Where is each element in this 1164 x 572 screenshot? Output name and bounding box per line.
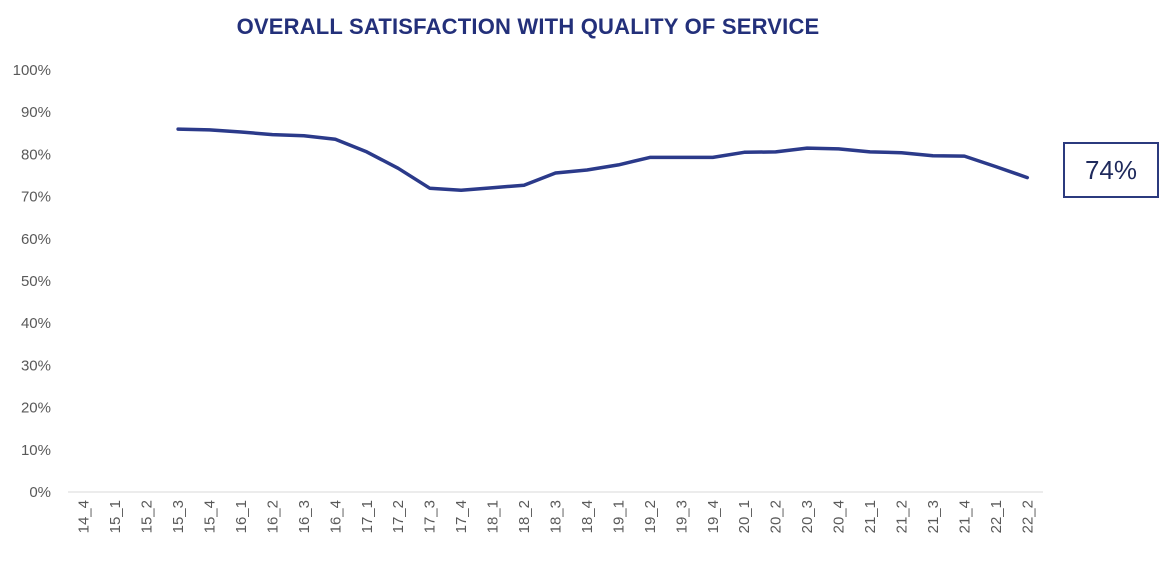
y-axis-tick-labels: 0% 10% 20% 30% 40% 50% 60% 70% 80% 90% 100% <box>13 62 51 501</box>
x-tick-label: 20_4 <box>831 500 848 533</box>
y-tick-label: 60% <box>21 231 51 248</box>
x-tick-label: 18_4 <box>579 500 596 533</box>
latest-value-callout: 74% <box>1063 142 1159 198</box>
y-tick-label: 50% <box>21 273 51 290</box>
series-line <box>176 127 1030 193</box>
x-tick-label: 16_1 <box>233 500 250 533</box>
y-tick-label: 70% <box>21 189 51 206</box>
y-tick-label: 90% <box>21 104 51 121</box>
x-tick-label: 14_4 <box>76 500 93 533</box>
y-tick-label: 30% <box>21 357 51 374</box>
x-tick-label: 17_1 <box>359 500 376 533</box>
x-tick-label: 20_2 <box>768 500 785 533</box>
x-tick-label: 15_1 <box>107 500 124 533</box>
x-tick-label: 22_1 <box>988 500 1005 533</box>
x-tick-label: 16_2 <box>264 500 281 533</box>
x-tick-label: 21_4 <box>956 500 973 533</box>
x-tick-label: 20_3 <box>799 500 816 533</box>
x-tick-label: 19_3 <box>673 500 690 533</box>
x-tick-label: 15_3 <box>170 500 187 533</box>
x-tick-label: 17_4 <box>453 500 470 533</box>
x-tick-label: 15_4 <box>202 500 219 533</box>
x-tick-label: 18_1 <box>485 500 502 533</box>
x-tick-label: 21_2 <box>893 500 910 533</box>
x-tick-label: 16_4 <box>327 500 344 533</box>
x-tick-label: 16_3 <box>296 500 313 533</box>
x-tick-label: 19_2 <box>642 500 659 533</box>
x-tick-label: 22_2 <box>1019 500 1036 533</box>
y-tick-label: 10% <box>21 442 51 459</box>
x-tick-label: 21_3 <box>925 500 942 533</box>
y-tick-label: 20% <box>21 400 51 417</box>
x-tick-label: 15_2 <box>139 500 156 533</box>
chart-title: OVERALL SATISFACTION WITH QUALITY OF SER… <box>236 14 820 39</box>
x-tick-label: 21_1 <box>862 500 879 533</box>
x-tick-label: 20_1 <box>736 500 753 533</box>
y-tick-label: 100% <box>13 62 51 79</box>
x-tick-label: 19_1 <box>610 500 627 533</box>
y-tick-label: 40% <box>21 315 51 332</box>
x-tick-label: 17_3 <box>422 500 439 533</box>
x-tick-label: 17_2 <box>390 500 407 533</box>
y-tick-label: 80% <box>21 146 51 163</box>
x-tick-label: 19_4 <box>705 500 722 533</box>
y-tick-label: 0% <box>29 484 51 501</box>
x-axis-tick-labels: 14_4 15_1 15_2 15_3 15_4 16_1 16_2 16_3 16_4 17_1… <box>76 500 1037 533</box>
x-tick-label: 18_2 <box>516 500 533 533</box>
x-tick-label: 18_3 <box>548 500 565 533</box>
